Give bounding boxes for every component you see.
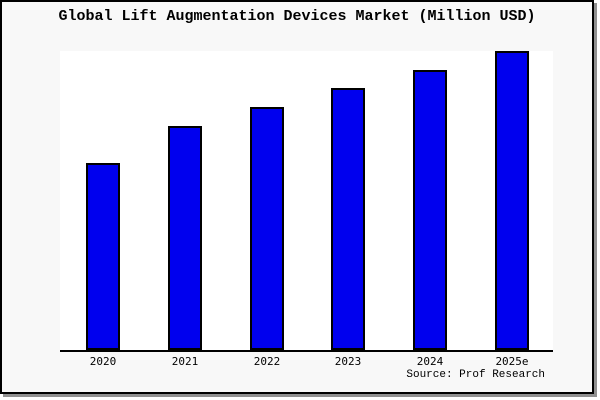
bar-2022 [250, 107, 284, 350]
x-tick-label-2024: 2024 [416, 355, 444, 368]
chart-panel: Global Lift Augmentation Devices Market … [0, 0, 594, 394]
x-tick-label-2025e: 2025e [495, 355, 529, 368]
source-credit: Source: Prof Research [406, 369, 545, 381]
x-tick-label-2022: 2022 [253, 355, 281, 368]
x-tick-label-2023: 2023 [334, 355, 362, 368]
x-tick-label-2020: 2020 [89, 355, 117, 368]
plot-area [60, 51, 553, 352]
bar-2021 [168, 126, 202, 350]
chart-title: Global Lift Augmentation Devices Market … [58, 8, 536, 25]
bar-2023 [331, 88, 365, 350]
bar-2020 [86, 163, 120, 350]
bar-2024 [413, 70, 447, 350]
x-tick-label-2021: 2021 [171, 355, 199, 368]
bar-2025e [495, 51, 529, 350]
